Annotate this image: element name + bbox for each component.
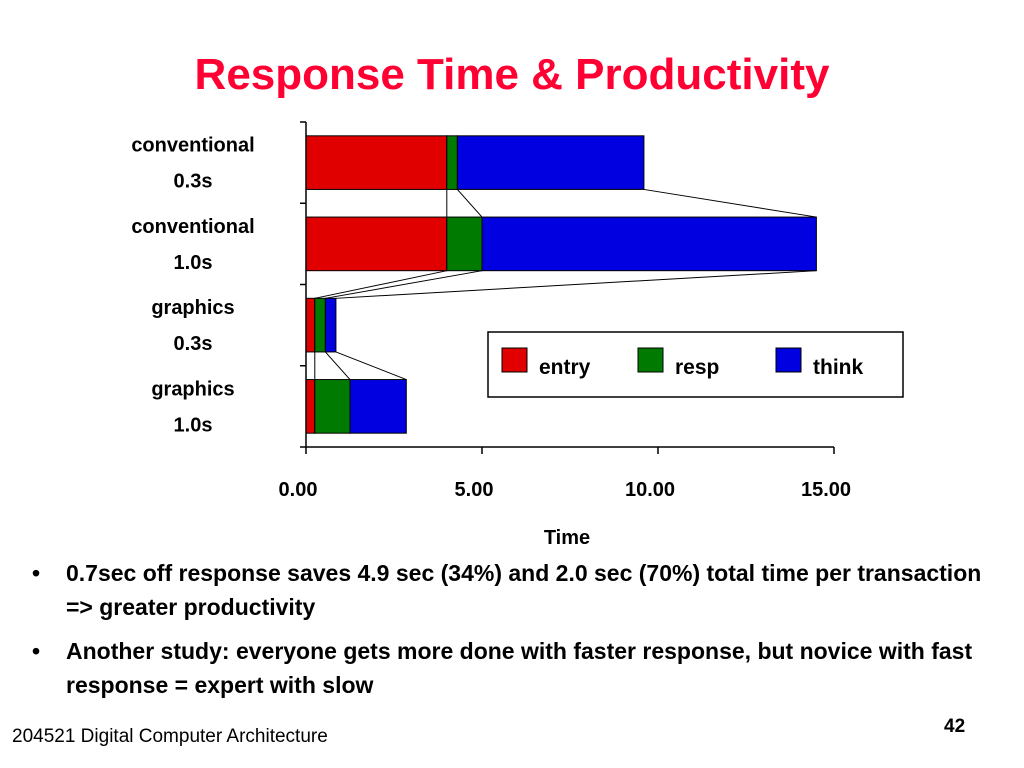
category-label: 1.0s <box>174 252 213 274</box>
connector-line <box>335 270 817 299</box>
connector-line <box>325 270 483 299</box>
legend-swatch-think <box>775 347 802 373</box>
connector-line <box>335 351 407 381</box>
bullet-list: • 0.7sec off response saves 4.9 sec (34%… <box>30 556 1000 712</box>
bars-group <box>305 135 817 434</box>
bar-entry-4 <box>305 379 316 434</box>
connector-line <box>643 188 817 218</box>
bullet-icon: • <box>32 638 41 664</box>
bar-think-3 <box>324 297 337 353</box>
page-number: 42 <box>944 716 966 737</box>
category-label: conventional <box>131 216 254 238</box>
connector-lines <box>314 188 817 381</box>
legend-label-think: think <box>813 356 863 379</box>
bullet-text: 0.7sec off response saves 4.9 sec (34%) … <box>66 560 982 620</box>
x-tick-label: 0.00 <box>279 479 318 501</box>
bar-think-1 <box>456 135 645 190</box>
legend: entry resp think <box>487 331 904 398</box>
connector-line <box>456 189 483 218</box>
legend-label-entry: entry <box>539 356 591 379</box>
bar-entry-1 <box>305 135 448 190</box>
bar-resp-1 <box>446 135 458 190</box>
legend-swatch-resp <box>637 347 664 373</box>
legend-label-resp: resp <box>675 356 719 379</box>
category-label: 0.3s <box>174 333 213 355</box>
bullet-item: • 0.7sec off response saves 4.9 sec (34%… <box>30 556 1000 624</box>
category-label: 0.3s <box>174 171 213 193</box>
bar-entry-3 <box>305 297 316 353</box>
axes-group: 0.00 5.00 10.00 15.00 <box>279 121 851 501</box>
x-tick-label: 5.00 <box>455 479 494 501</box>
category-labels: conventional 0.3s conventional 1.0s graphics… <box>131 135 254 437</box>
slide-title: Response Time & Productivity <box>194 50 830 99</box>
category-label: graphics <box>151 297 234 319</box>
bullet-item: • Another study: everyone gets more done… <box>30 634 1000 702</box>
category-label: conventional <box>131 135 254 157</box>
bar-entry-2 <box>305 216 448 272</box>
footer-course: 204521 Digital Computer Architecture <box>12 726 328 747</box>
legend-swatch-entry <box>501 347 528 373</box>
connector-line <box>314 270 447 299</box>
x-tick-label: 15.00 <box>801 479 851 501</box>
category-label: graphics <box>151 378 234 400</box>
x-axis-label: Time <box>544 527 590 549</box>
category-label: 1.0s <box>174 414 213 436</box>
bar-think-4 <box>349 379 407 434</box>
bar-think-2 <box>481 216 817 272</box>
connector-line <box>324 351 351 380</box>
legend-box <box>487 331 904 398</box>
bar-resp-2 <box>446 216 483 272</box>
stacked-bar-chart: 0.00 5.00 10.00 15.00 conventional0.3sconve… <box>131 121 904 549</box>
bullet-text: Another study: everyone gets more done w… <box>66 638 973 698</box>
x-tick-label: 10.00 <box>625 479 675 501</box>
bar-resp-4 <box>314 379 351 434</box>
bullet-icon: • <box>32 560 41 586</box>
bar-resp-3 <box>314 297 326 353</box>
